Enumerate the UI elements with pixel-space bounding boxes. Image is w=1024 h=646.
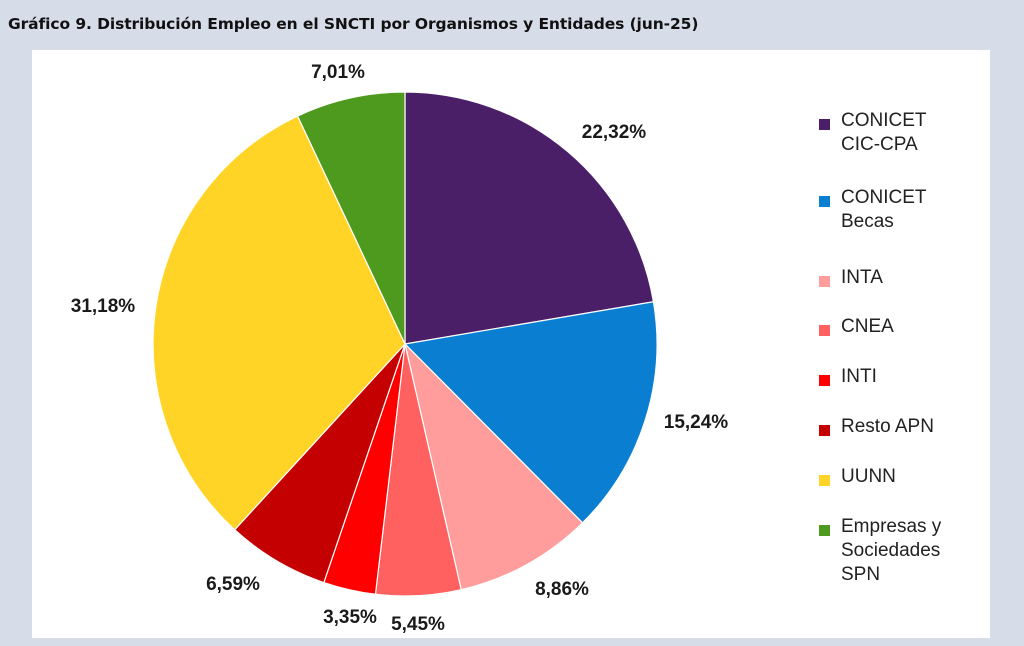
slice-value-label: 6,59% [206, 574, 260, 595]
pie-slice-7 [296, 91, 406, 345]
legend-label: CNEA [841, 316, 894, 337]
pie-chart: 22,32% 15,24% 8,86% 5,45% 3,35% 6,59% 31,18% 7,… [71, 62, 942, 635]
legend: CONICET CIC-CPA CONICET Becas INTA CNEA INTI Re… [819, 110, 942, 585]
legend-label: Becas [841, 211, 894, 232]
legend-swatch [819, 475, 830, 486]
legend-label: Resto APN [841, 416, 934, 437]
legend-label: CIC-CPA [841, 134, 918, 155]
chart-panel: 22,32% 15,24% 8,86% 5,45% 3,35% 6,59% 31,18% 7,… [32, 50, 990, 638]
legend-swatch [819, 325, 830, 336]
legend-label: INTI [841, 366, 877, 387]
legend-swatch [819, 375, 830, 386]
slice-value-label: 22,32% [582, 122, 647, 143]
pie-slices [152, 91, 658, 597]
slice-value-label: 31,18% [71, 296, 136, 317]
slice-value-label: 7,01% [311, 62, 365, 83]
legend-label: SPN [841, 564, 880, 585]
legend-label: CONICET [841, 187, 927, 208]
legend-label: CONICET [841, 110, 927, 131]
legend-swatch [819, 196, 830, 207]
legend-swatch [819, 276, 830, 287]
pie-labels: 22,32% 15,24% 8,86% 5,45% 3,35% 6,59% 31,18% 7,… [71, 62, 729, 635]
legend-label: Empresas y [841, 516, 942, 537]
pie-slice-1 [403, 301, 658, 524]
chart-title: Gráfico 9. Distribución Empleo en el SNC… [8, 15, 699, 33]
pie-slice-0 [404, 91, 655, 345]
pie-slice-6 [152, 115, 406, 531]
legend-label: Sociedades [841, 540, 940, 561]
legend-swatch [819, 425, 830, 436]
slice-value-label: 5,45% [391, 614, 445, 635]
pie-slice-2 [403, 342, 584, 591]
slice-value-label: 3,35% [323, 607, 377, 628]
slice-value-label: 8,86% [535, 579, 589, 600]
legend-swatch [819, 119, 830, 130]
slice-value-label: 15,24% [664, 412, 729, 433]
legend-label: INTA [841, 267, 883, 288]
legend-swatch [819, 525, 830, 536]
legend-label: UUNN [841, 466, 896, 487]
